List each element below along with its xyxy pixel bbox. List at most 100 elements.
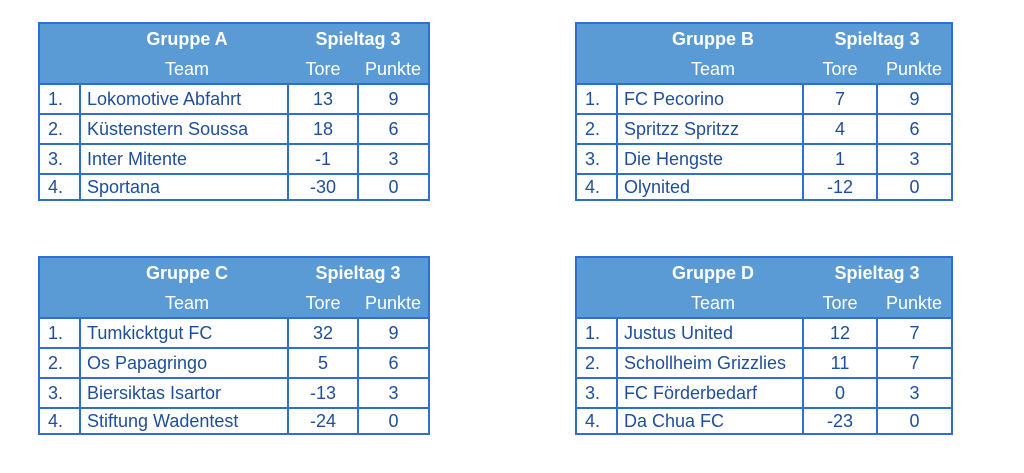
goals-cell: 32 [287, 317, 358, 348]
team-cell: Die Hengste [616, 143, 803, 174]
column-header-team: Team [617, 55, 803, 84]
goals-cell: -30 [287, 173, 358, 199]
goals-cell: -13 [287, 377, 358, 408]
table-header-row: Gruppe A Spieltag 3 [40, 24, 428, 55]
rank-cell: 3. [40, 377, 80, 408]
header-empty-cell [40, 24, 80, 55]
goals-cell: 13 [287, 83, 358, 114]
goals-cell: -24 [287, 407, 358, 433]
column-header-goals: Tore [803, 289, 877, 318]
group-title: Gruppe A [80, 24, 288, 55]
table-row: 2. Os Papagringo 5 6 [40, 347, 428, 378]
points-cell: 3 [876, 143, 951, 174]
team-cell: FC Pecorino [616, 83, 803, 114]
standings-table-group-b: Gruppe B Spieltag 3 Team Tore Punkte 1. … [575, 22, 953, 201]
goals-cell: -23 [802, 407, 877, 433]
column-header-points: Punkte [358, 55, 428, 84]
matchday-label: Spieltag 3 [288, 258, 428, 289]
table-row: 4. Sportana -30 0 [40, 173, 428, 199]
column-header-row: Team Tore Punkte [577, 289, 951, 318]
table-header-row: Gruppe B Spieltag 3 [577, 24, 951, 55]
goals-cell: 4 [802, 113, 877, 144]
table-row: 3. Die Hengste 1 3 [577, 143, 951, 174]
team-cell: Küstenstern Soussa [79, 113, 288, 144]
rank-cell: 1. [577, 317, 617, 348]
table-row: 2. Schollheim Grizzlies 11 7 [577, 347, 951, 378]
rank-cell: 4. [40, 173, 80, 199]
column-header-row: Team Tore Punkte [40, 289, 428, 318]
points-cell: 0 [357, 407, 428, 433]
goals-cell: -1 [287, 143, 358, 174]
points-cell: 6 [876, 113, 951, 144]
points-cell: 6 [357, 347, 428, 378]
points-cell: 3 [357, 377, 428, 408]
points-cell: 3 [357, 143, 428, 174]
standings-table-group-d: Gruppe D Spieltag 3 Team Tore Punkte 1. … [575, 256, 953, 435]
rank-cell: 3. [577, 143, 617, 174]
goals-cell: 18 [287, 113, 358, 144]
header-empty-cell [40, 258, 80, 289]
table-row: 4. Olynited -12 0 [577, 173, 951, 199]
table-row: 3. Inter Mitente -1 3 [40, 143, 428, 174]
points-cell: 3 [876, 377, 951, 408]
rank-cell: 4. [40, 407, 80, 433]
points-cell: 9 [357, 317, 428, 348]
column-header-goals: Tore [803, 55, 877, 84]
table-row: 2. Spritzz Spritzz 4 6 [577, 113, 951, 144]
points-cell: 0 [876, 407, 951, 433]
column-header-points: Punkte [358, 289, 428, 318]
column-header-goals: Tore [288, 55, 358, 84]
table-row: 4. Stiftung Wadentest -24 0 [40, 407, 428, 433]
matchday-label: Spieltag 3 [803, 24, 951, 55]
goals-cell: 5 [287, 347, 358, 378]
column-header-points: Punkte [877, 289, 951, 318]
header-empty-cell [577, 24, 617, 55]
team-cell: Biersiktas Isartor [79, 377, 288, 408]
team-cell: Justus United [616, 317, 803, 348]
header-empty-cell [577, 55, 617, 84]
table-row: 1. Justus United 12 7 [577, 317, 951, 348]
header-empty-cell [577, 258, 617, 289]
matchday-label: Spieltag 3 [803, 258, 951, 289]
team-cell: Olynited [616, 173, 803, 199]
rank-cell: 1. [40, 83, 80, 114]
goals-cell: 7 [802, 83, 877, 114]
goals-cell: 1 [802, 143, 877, 174]
team-cell: Da Chua FC [616, 407, 803, 433]
team-cell: Lokomotive Abfahrt [79, 83, 288, 114]
table-row: 1. Lokomotive Abfahrt 13 9 [40, 83, 428, 114]
points-cell: 7 [876, 317, 951, 348]
table-header-row: Gruppe C Spieltag 3 [40, 258, 428, 289]
rank-cell: 2. [577, 113, 617, 144]
team-cell: Schollheim Grizzlies [616, 347, 803, 378]
points-cell: 9 [876, 83, 951, 114]
rank-cell: 2. [40, 113, 80, 144]
team-cell: FC Förderbedarf [616, 377, 803, 408]
column-header-points: Punkte [877, 55, 951, 84]
points-cell: 0 [876, 173, 951, 199]
table-row: 4. Da Chua FC -23 0 [577, 407, 951, 433]
header-empty-cell [40, 55, 80, 84]
table-row: 2. Küstenstern Soussa 18 6 [40, 113, 428, 144]
header-empty-cell [577, 289, 617, 318]
team-cell: Spritzz Spritzz [616, 113, 803, 144]
standings-table-group-a: Gruppe A Spieltag 3 Team Tore Punkte 1. … [38, 22, 430, 201]
goals-cell: 12 [802, 317, 877, 348]
matchday-label: Spieltag 3 [288, 24, 428, 55]
team-cell: Os Papagringo [79, 347, 288, 378]
goals-cell: 0 [802, 377, 877, 408]
team-cell: Inter Mitente [79, 143, 288, 174]
column-header-team: Team [80, 289, 288, 318]
table-row: 1. FC Pecorino 7 9 [577, 83, 951, 114]
rank-cell: 4. [577, 173, 617, 199]
goals-cell: -12 [802, 173, 877, 199]
rank-cell: 3. [40, 143, 80, 174]
rank-cell: 1. [40, 317, 80, 348]
column-header-row: Team Tore Punkte [577, 55, 951, 84]
rank-cell: 2. [577, 347, 617, 378]
points-cell: 9 [357, 83, 428, 114]
goals-cell: 11 [802, 347, 877, 378]
column-header-row: Team Tore Punkte [40, 55, 428, 84]
header-empty-cell [40, 289, 80, 318]
rank-cell: 3. [577, 377, 617, 408]
